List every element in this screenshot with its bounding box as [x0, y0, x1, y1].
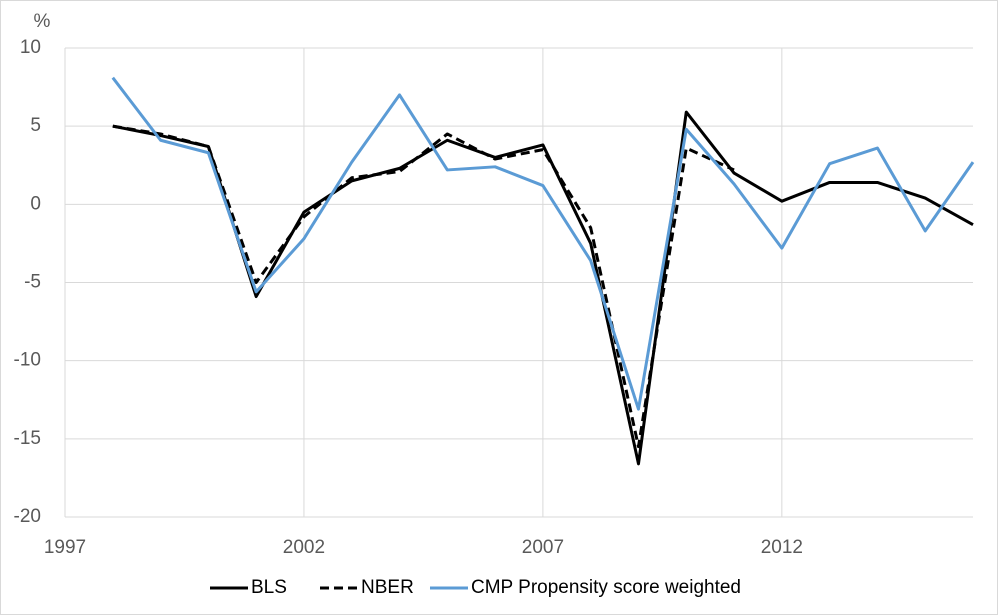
legend-label: NBER [361, 577, 414, 598]
data-line [112, 124, 735, 449]
data-line [111, 76, 975, 411]
y-tick-label: 0 [30, 193, 41, 214]
y-tick-label: -5 [24, 272, 41, 293]
x-tick-label: 1997 [44, 537, 86, 558]
y-tick-label: 10 [20, 37, 41, 58]
x-tick-label: 2007 [522, 537, 564, 558]
y-tick-label: -10 [14, 350, 41, 371]
y-tick-label: -15 [14, 428, 41, 449]
data-line [112, 110, 974, 466]
legend-label: BLS [251, 577, 287, 598]
x-tick-label: 2012 [761, 537, 803, 558]
x-tick-label: 2002 [283, 537, 325, 558]
y-axis-label: % [34, 11, 51, 32]
legend-label: CMP Propensity score weighted [471, 577, 741, 598]
y-tick-label: -20 [14, 506, 41, 527]
legend: BLS NBER CMP Propensity score weighted [210, 577, 741, 598]
y-tick-label: 5 [30, 115, 41, 136]
